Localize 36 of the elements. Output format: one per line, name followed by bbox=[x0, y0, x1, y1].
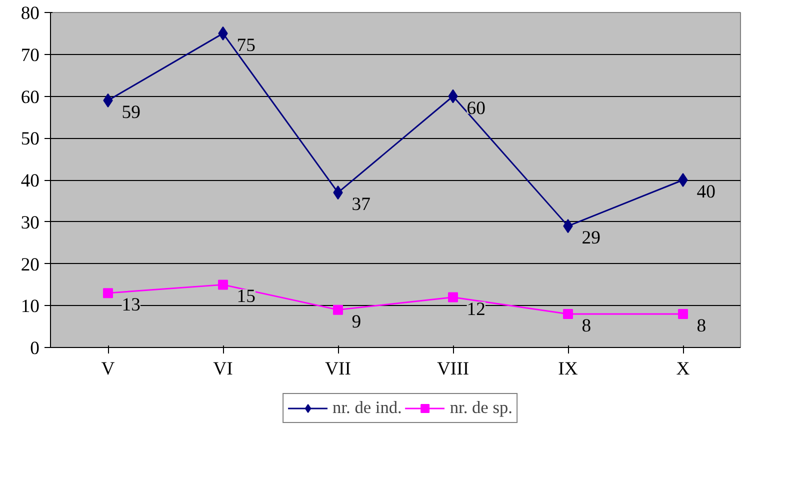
data-label: 8 bbox=[696, 316, 706, 336]
point bbox=[333, 304, 343, 315]
data-label: 15 bbox=[236, 286, 256, 308]
data-label: 40 bbox=[696, 182, 716, 202]
x-tick-label: IX bbox=[558, 358, 578, 380]
x-tick-label: X bbox=[676, 358, 690, 380]
x-tick-label: V bbox=[101, 358, 116, 380]
y-tick-label: 70 bbox=[20, 44, 40, 66]
point bbox=[678, 173, 688, 187]
legend-label: nr. de sp. bbox=[450, 398, 512, 418]
data-label: 9 bbox=[352, 311, 362, 332]
data-label: 12 bbox=[466, 298, 486, 320]
y-tick-label: 20 bbox=[20, 254, 40, 276]
point bbox=[103, 288, 113, 298]
x-tick-label: VIII bbox=[436, 358, 470, 380]
y-tick-label: 80 bbox=[20, 3, 40, 24]
point bbox=[563, 309, 573, 319]
data-label: 75 bbox=[236, 34, 256, 56]
y-tick-label: 50 bbox=[20, 128, 40, 150]
data-label: 59 bbox=[122, 102, 140, 123]
data-label: 29 bbox=[582, 228, 600, 249]
x-tick-label: VI bbox=[213, 358, 233, 380]
data-label: 37 bbox=[352, 194, 370, 216]
legend-label: nr. de ind. bbox=[332, 398, 402, 418]
point bbox=[448, 292, 458, 302]
y-tick-label: 40 bbox=[20, 170, 40, 192]
data-label: 60 bbox=[466, 98, 486, 119]
y-tick-label: 0 bbox=[30, 338, 40, 359]
data-label: 8 bbox=[582, 316, 592, 336]
data-label: 13 bbox=[122, 294, 140, 316]
y-tick-label: 10 bbox=[20, 296, 40, 318]
point bbox=[218, 280, 228, 290]
x-tick-label: VII bbox=[325, 358, 351, 380]
point bbox=[678, 309, 688, 319]
y-tick-label: 60 bbox=[20, 86, 40, 108]
y-tick-label: 30 bbox=[20, 212, 40, 234]
